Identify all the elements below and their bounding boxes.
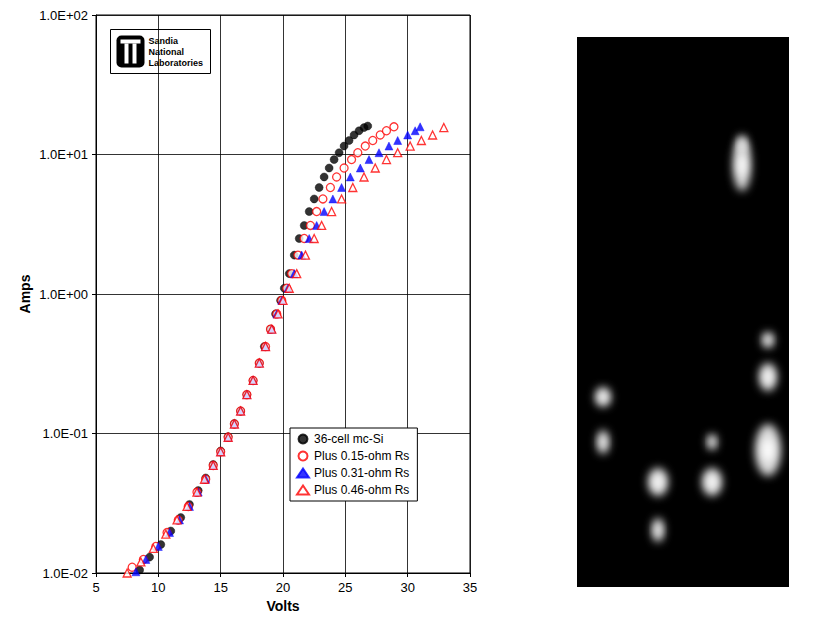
- svg-text:5: 5: [92, 580, 99, 595]
- svg-text:1.0E+02: 1.0E+02: [39, 8, 88, 23]
- svg-text:30: 30: [400, 580, 414, 595]
- svg-text:10: 10: [151, 580, 165, 595]
- svg-text:Plus 0.31-ohm Rs: Plus 0.31-ohm Rs: [314, 466, 409, 480]
- svg-text:20: 20: [276, 580, 290, 595]
- svg-text:Plus 0.15-ohm Rs: Plus 0.15-ohm Rs: [314, 449, 409, 463]
- svg-text:Volts: Volts: [266, 598, 299, 614]
- svg-text:25: 25: [338, 580, 352, 595]
- svg-text:36-cell mc-Si: 36-cell mc-Si: [314, 432, 383, 446]
- svg-text:National: National: [149, 47, 185, 57]
- svg-text:15: 15: [213, 580, 227, 595]
- svg-text:1.0E-02: 1.0E-02: [42, 566, 88, 581]
- svg-text:1.0E-01: 1.0E-01: [42, 426, 88, 441]
- svg-text:Sandia: Sandia: [149, 36, 180, 46]
- svg-text:1.0E+00: 1.0E+00: [39, 287, 88, 302]
- svg-text:1.0E+01: 1.0E+01: [39, 147, 88, 162]
- svg-text:Amps: Amps: [17, 274, 33, 313]
- svg-text:35: 35: [463, 580, 477, 595]
- svg-text:Plus 0.46-ohm Rs: Plus 0.46-ohm Rs: [314, 483, 409, 497]
- svg-text:Laboratories: Laboratories: [149, 58, 204, 68]
